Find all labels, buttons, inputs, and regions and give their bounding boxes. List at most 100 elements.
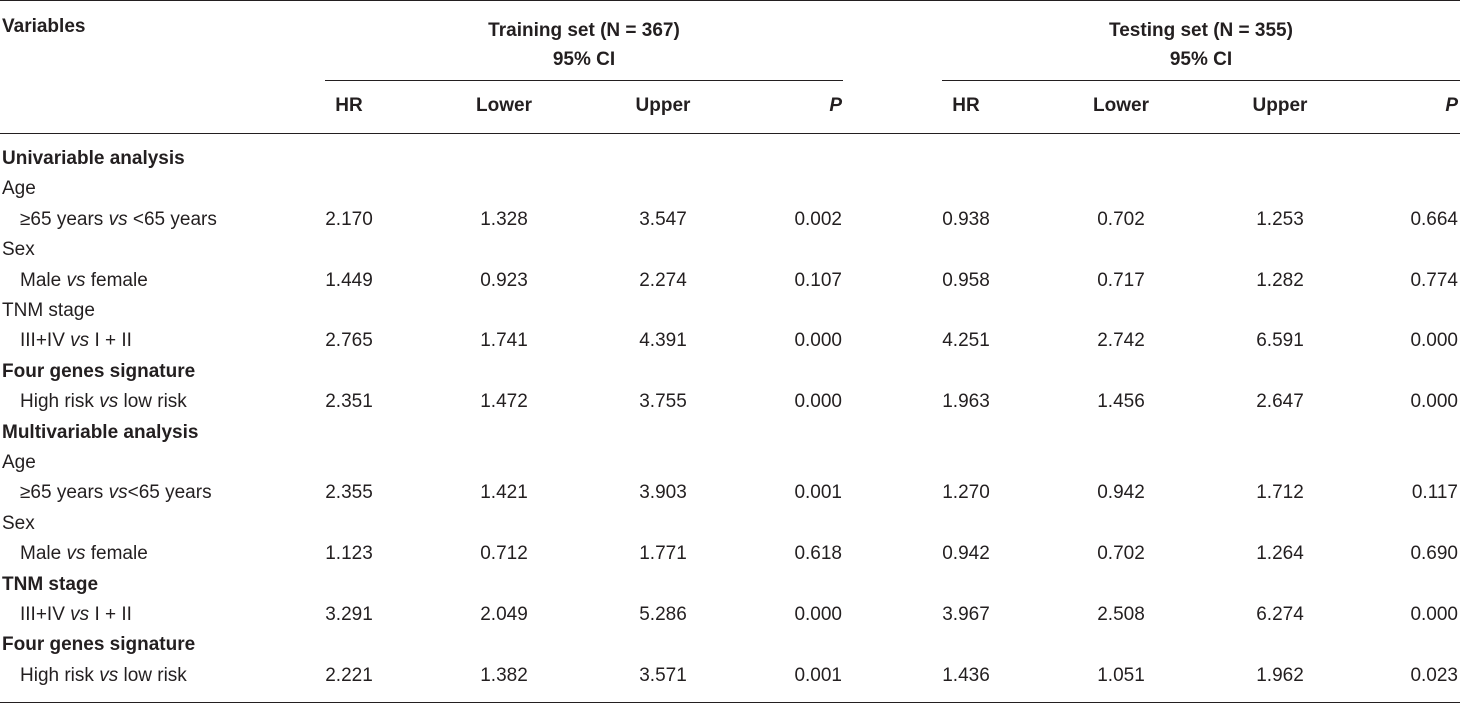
variable-label: Age [2, 452, 36, 473]
col-header-lower-train: Lower [476, 95, 532, 116]
cell-lower-test: 1.456 [1097, 391, 1145, 413]
cell-upper-train: 1.771 [639, 543, 687, 565]
group-row: Age [0, 174, 1460, 204]
cell-hr-train: 2.765 [325, 330, 373, 352]
section-row: Four genes signature [0, 357, 1460, 387]
cell-p-train: 0.000 [794, 330, 842, 352]
section-label: Four genes signature [2, 634, 196, 656]
cell-hr-test: 4.251 [942, 330, 990, 352]
vs-text: vs [108, 208, 128, 230]
table-row: High risk vs low risk 2.351 1.472 3.755 0.00… [0, 387, 1460, 417]
cell-p-test: 0.690 [1410, 543, 1458, 565]
vs-text: vs [70, 330, 90, 352]
comparison-level: ≥65 years [20, 208, 109, 230]
cell-upper-train: 5.286 [639, 604, 687, 625]
cell-lower-train: 0.923 [480, 269, 528, 291]
cell-p-train: 0.618 [794, 543, 842, 565]
cell-p-test: 0.000 [1410, 391, 1458, 413]
col-header-p-test: P [1445, 95, 1458, 116]
comparison-label: High risk vs low risk [20, 387, 187, 417]
cell-lower-test: 2.742 [1097, 330, 1145, 352]
reference-level: I + II [89, 330, 132, 352]
variable-label: Sex [2, 512, 35, 534]
table-row: ≥65 years vs<65 years 2.355 1.421 3.903 0.00… [0, 478, 1460, 508]
training-set-title: Training set (N = 367) [488, 20, 680, 41]
cell-hr-train: 1.123 [325, 543, 373, 565]
section-row: Univariable analysis [0, 144, 1460, 174]
reference-level: <65 years [127, 482, 212, 504]
cell-p-train: 0.002 [794, 208, 842, 230]
cell-hr-test: 1.436 [942, 664, 990, 686]
cell-lower-train: 1.328 [480, 208, 528, 230]
cell-hr-train: 2.355 [325, 482, 373, 504]
cell-hr-test: 0.958 [942, 269, 990, 291]
comparison-level: Male [20, 543, 67, 565]
cell-hr-train: 2.221 [325, 664, 373, 686]
table-row: High risk vs low risk 2.221 1.382 3.571 0.00… [0, 661, 1460, 691]
vs-text: vs [66, 269, 86, 291]
cell-p-test: 0.664 [1410, 208, 1458, 230]
comparison-level: High risk [20, 664, 100, 686]
cell-lower-train: 1.382 [480, 664, 528, 686]
cell-upper-test: 1.253 [1256, 208, 1304, 230]
cell-upper-train: 2.274 [639, 269, 687, 291]
comparison-level: Male [20, 269, 67, 291]
cell-p-train: 0.000 [794, 604, 842, 625]
comparison-label: Male vs female [20, 266, 148, 296]
vs-text: vs [70, 604, 90, 625]
table-top-rule [0, 0, 1460, 1]
reference-level: female [85, 543, 148, 565]
training-set-ci: 95% CI [552, 49, 616, 70]
col-header-p-train: P [829, 95, 842, 116]
cell-p-train: 0.001 [794, 482, 842, 504]
group-row: Sex [0, 235, 1460, 265]
reference-level: I + II [89, 604, 132, 625]
cell-lower-train: 1.741 [480, 330, 528, 352]
cell-hr-train: 2.170 [325, 208, 373, 230]
cell-upper-test: 6.274 [1256, 604, 1304, 625]
testing-set-title: Testing set (N = 355) [1109, 20, 1293, 41]
cell-hr-train: 2.351 [325, 391, 373, 413]
cell-upper-train: 3.903 [639, 482, 687, 504]
comparison-label: ≥65 years vs <65 years [20, 205, 217, 235]
cell-upper-train: 4.391 [639, 330, 687, 352]
cell-hr-test: 1.270 [942, 482, 990, 504]
table-row: ≥65 years vs <65 years 2.170 1.328 3.547 0.0… [0, 205, 1460, 235]
comparison-label: Male vs female [20, 539, 148, 569]
variable-label: Age [2, 178, 36, 200]
cell-upper-test: 1.962 [1256, 664, 1304, 686]
cell-hr-test: 0.942 [942, 543, 990, 565]
cell-upper-test: 6.591 [1256, 330, 1304, 352]
cell-p-train: 0.000 [794, 391, 842, 413]
cell-p-test: 0.023 [1410, 664, 1458, 686]
cell-lower-train: 1.472 [480, 391, 528, 413]
cell-upper-test: 1.264 [1256, 543, 1304, 565]
cell-upper-train: 3.571 [639, 664, 687, 686]
comparison-level: ≥65 years [20, 482, 109, 504]
cell-hr-test: 3.967 [942, 604, 990, 625]
cell-upper-train: 3.755 [639, 391, 687, 413]
col-header-hr-train: HR [335, 95, 363, 116]
cell-lower-test: 0.702 [1097, 543, 1145, 565]
reference-level: female [85, 269, 148, 291]
vs-text: vs [99, 391, 119, 413]
section-row: TNM stage [0, 570, 1460, 600]
variable-label: TNM stage [2, 300, 95, 321]
table-row: III+IV vs I + II 2.765 1.741 4.391 0.000 4.25… [0, 326, 1460, 356]
training-set-header: Training set (N = 367) 95% CI [325, 16, 843, 74]
reference-level: low risk [118, 391, 187, 413]
group-row: Age [0, 448, 1460, 478]
section-row: Multivariable analysis [0, 418, 1460, 448]
cell-lower-test: 1.051 [1097, 664, 1145, 686]
cell-hr-train: 3.291 [325, 604, 373, 625]
cell-p-test: 0.000 [1410, 604, 1458, 625]
vs-text: vs [99, 664, 119, 686]
cell-p-test: 0.000 [1410, 330, 1458, 352]
table-row: Male vs female 1.123 0.712 1.771 0.618 0.942 0… [0, 539, 1460, 569]
cell-hr-test: 0.938 [942, 208, 990, 230]
table-row: Male vs female 1.449 0.923 2.274 0.107 0.958 0… [0, 266, 1460, 296]
cell-lower-test: 0.942 [1097, 482, 1145, 504]
variables-header: Variables [2, 16, 86, 37]
reference-level: low risk [118, 664, 187, 686]
